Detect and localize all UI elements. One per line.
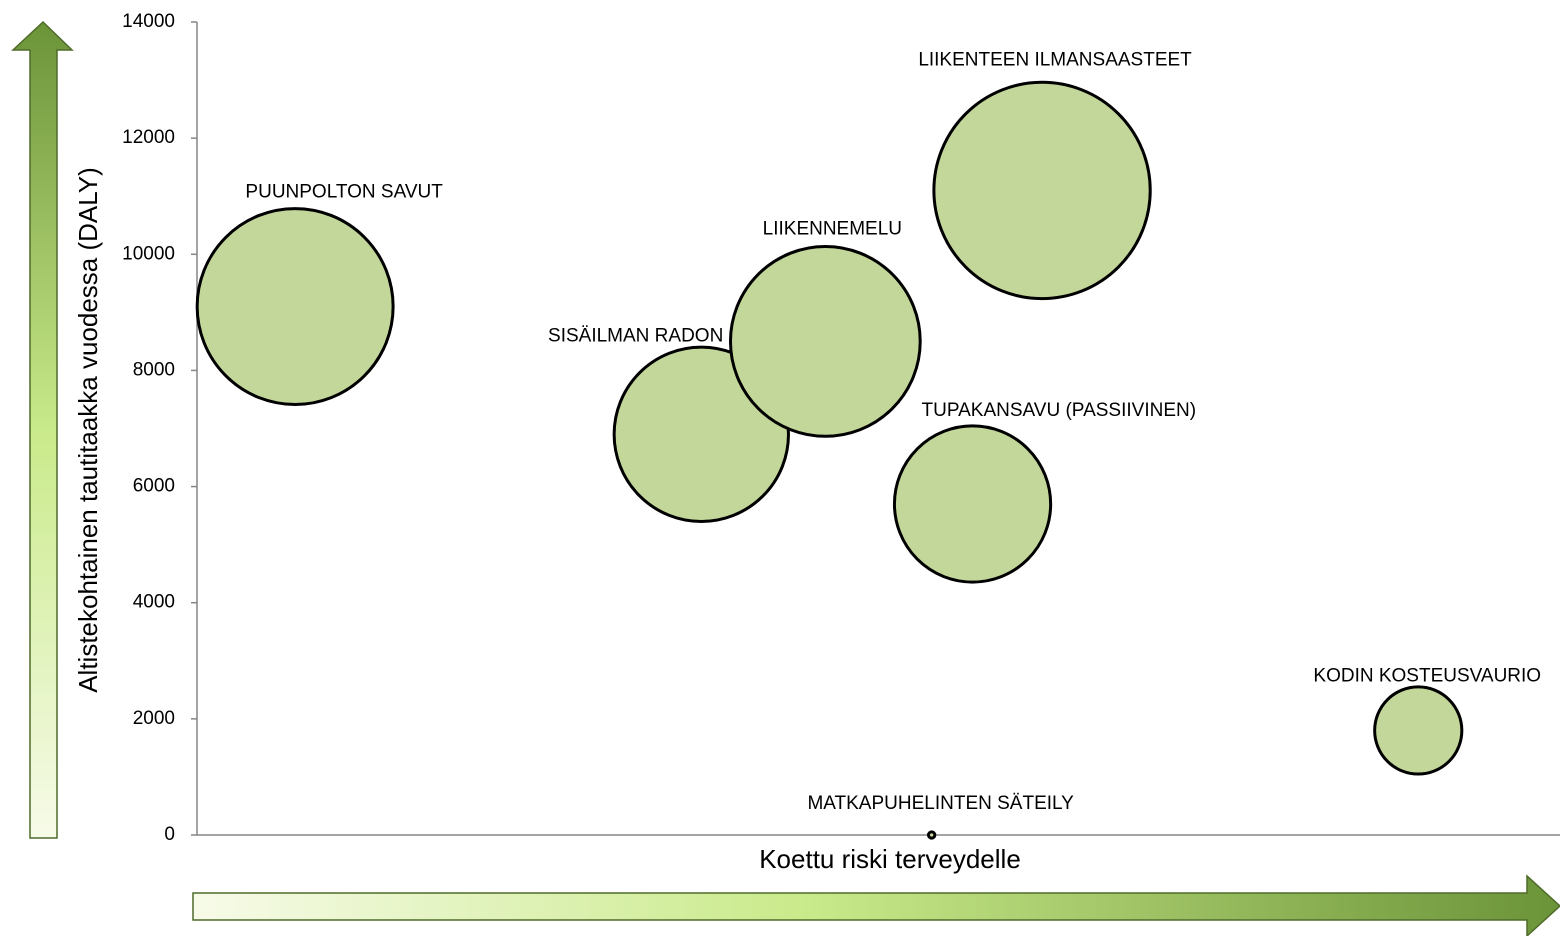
bubble-label: TUPAKANSAVU (PASSIIVINEN) <box>922 400 1197 421</box>
bubble-label: MATKAPUHELINTEN SÄTEILY <box>807 793 1074 814</box>
y-tick-label: 4000 <box>133 592 175 613</box>
y-axis-title: Altistekohtainen tautitaakka vuodessa (D… <box>73 167 103 693</box>
y-tick-label: 2000 <box>133 708 175 729</box>
bubble-label: LIIKENNEMELU <box>763 218 902 239</box>
bubble-label: PUUNPOLTON SAVUT <box>245 182 443 203</box>
bubble <box>195 207 395 407</box>
bubble <box>926 830 937 840</box>
y-tick-label: 10000 <box>122 243 175 264</box>
y-arrow <box>11 20 74 839</box>
bubble <box>932 80 1152 301</box>
bubble <box>728 245 922 438</box>
x-axis-title: Koettu riski terveydelle <box>759 844 1021 874</box>
y-tick-label: 12000 <box>122 127 175 148</box>
bubble <box>892 424 1053 584</box>
bubble-label: LIIKENTEEN ILMANSAASTEET <box>918 49 1192 70</box>
y-tick-label: 14000 <box>122 11 175 32</box>
bubble <box>1373 685 1464 776</box>
bubble-label: KODIN KOSTEUSVAURIO <box>1313 665 1541 686</box>
y-tick-label: 8000 <box>133 359 175 380</box>
y-tick-label: 6000 <box>133 476 175 497</box>
x-arrow <box>192 874 1560 936</box>
bubble-label: SISÄILMAN RADON <box>548 325 723 346</box>
y-tick-label: 0 <box>164 824 175 845</box>
